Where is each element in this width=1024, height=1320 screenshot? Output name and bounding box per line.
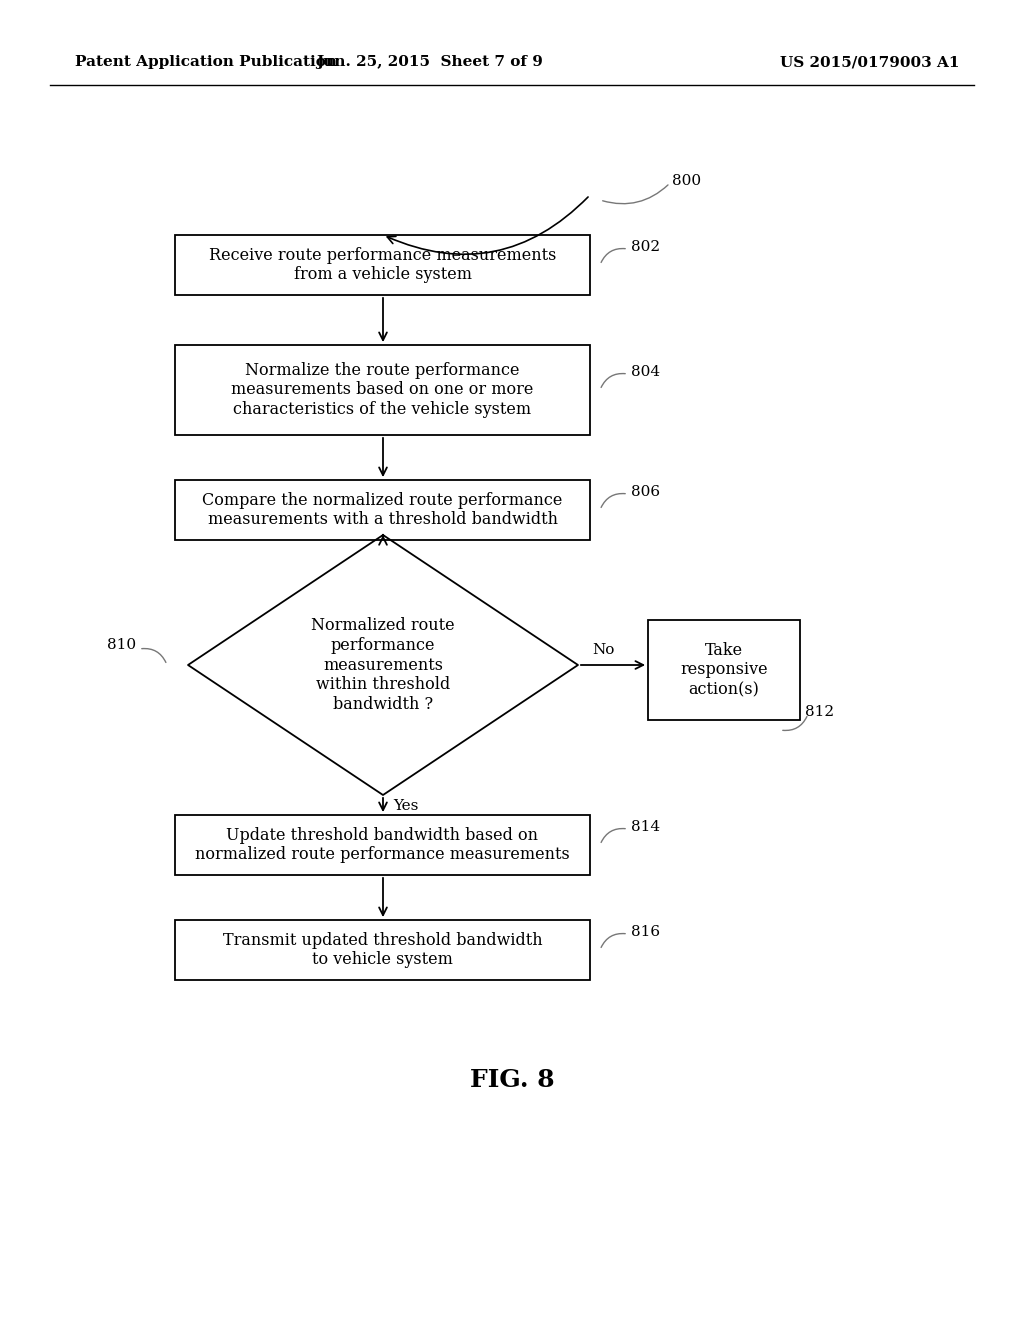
Bar — [175, 235, 590, 294]
Bar — [175, 814, 590, 875]
Text: Jun. 25, 2015  Sheet 7 of 9: Jun. 25, 2015 Sheet 7 of 9 — [316, 55, 544, 69]
Text: FIG. 8: FIG. 8 — [470, 1068, 554, 1092]
Polygon shape — [188, 535, 578, 795]
Text: Compare the normalized route performance
measurements with a threshold bandwidth: Compare the normalized route performance… — [203, 492, 562, 528]
Text: 812: 812 — [805, 705, 835, 719]
Bar — [175, 345, 590, 436]
Text: 810: 810 — [106, 638, 136, 652]
Text: US 2015/0179003 A1: US 2015/0179003 A1 — [780, 55, 959, 69]
Bar — [175, 480, 590, 540]
Text: Patent Application Publication: Patent Application Publication — [75, 55, 337, 69]
Bar — [648, 620, 800, 719]
Text: Receive route performance measurements
from a vehicle system: Receive route performance measurements f… — [209, 247, 556, 284]
Text: Normalize the route performance
measurements based on one or more
characteristic: Normalize the route performance measurem… — [231, 362, 534, 418]
Text: 804: 804 — [631, 366, 660, 379]
Text: Yes: Yes — [393, 799, 419, 813]
Text: 802: 802 — [631, 240, 660, 253]
Text: 800: 800 — [672, 174, 701, 187]
Text: 816: 816 — [631, 925, 660, 939]
Text: Normalized route
performance
measurements
within threshold
bandwidth ?: Normalized route performance measurement… — [311, 618, 455, 713]
Text: 814: 814 — [631, 820, 660, 834]
Text: Transmit updated threshold bandwidth
to vehicle system: Transmit updated threshold bandwidth to … — [222, 932, 543, 969]
Text: No: No — [592, 643, 614, 657]
Text: 806: 806 — [631, 484, 660, 499]
Bar — [175, 920, 590, 979]
Text: Update threshold bandwidth based on
normalized route performance measurements: Update threshold bandwidth based on norm… — [196, 826, 570, 863]
Text: Take
responsive
action(s): Take responsive action(s) — [680, 642, 768, 698]
